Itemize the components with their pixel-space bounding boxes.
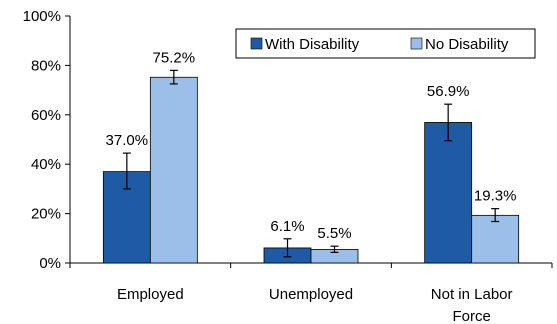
data-label: 19.3% xyxy=(474,188,517,205)
x-category-label: Not in Labor xyxy=(431,286,513,303)
data-label: 37.0% xyxy=(106,132,149,149)
x-category-label: Employed xyxy=(117,286,184,303)
y-tick-label: 20% xyxy=(31,206,61,223)
data-label: 75.2% xyxy=(153,49,196,66)
data-label: 56.9% xyxy=(427,83,470,100)
bar xyxy=(471,214,520,264)
chart-axes: 0% 20% 40% 60% 80% 100% Employed Unemployed Not … xyxy=(23,8,553,324)
chart-legend: With Disability No Disability xyxy=(235,28,536,59)
data-label: 6.1% xyxy=(270,218,304,235)
bar xyxy=(149,76,198,264)
chart-error-bars xyxy=(122,69,500,258)
legend-box xyxy=(235,28,536,59)
y-tick-label: 80% xyxy=(31,57,61,74)
legend-swatch-with-disability xyxy=(250,37,263,50)
y-tick-label: 60% xyxy=(31,107,61,124)
y-tick-label: 0% xyxy=(39,255,61,272)
x-category-label: Unemployed xyxy=(269,286,353,303)
legend-swatch-no-disability xyxy=(410,37,423,50)
x-category-label: Force xyxy=(452,308,490,324)
bar xyxy=(424,122,473,264)
data-label: 5.5% xyxy=(317,225,351,242)
chart-data-labels: 37.0% 75.2% 6.1% 5.5% 56.9% 19.3% xyxy=(106,49,517,242)
chart-bars xyxy=(102,76,520,264)
legend-label-no-disability: No Disability xyxy=(425,36,509,53)
y-tick-label: 100% xyxy=(23,8,61,25)
y-tick-label: 40% xyxy=(31,156,61,173)
legend-label-with-disability: With Disability xyxy=(265,36,360,53)
